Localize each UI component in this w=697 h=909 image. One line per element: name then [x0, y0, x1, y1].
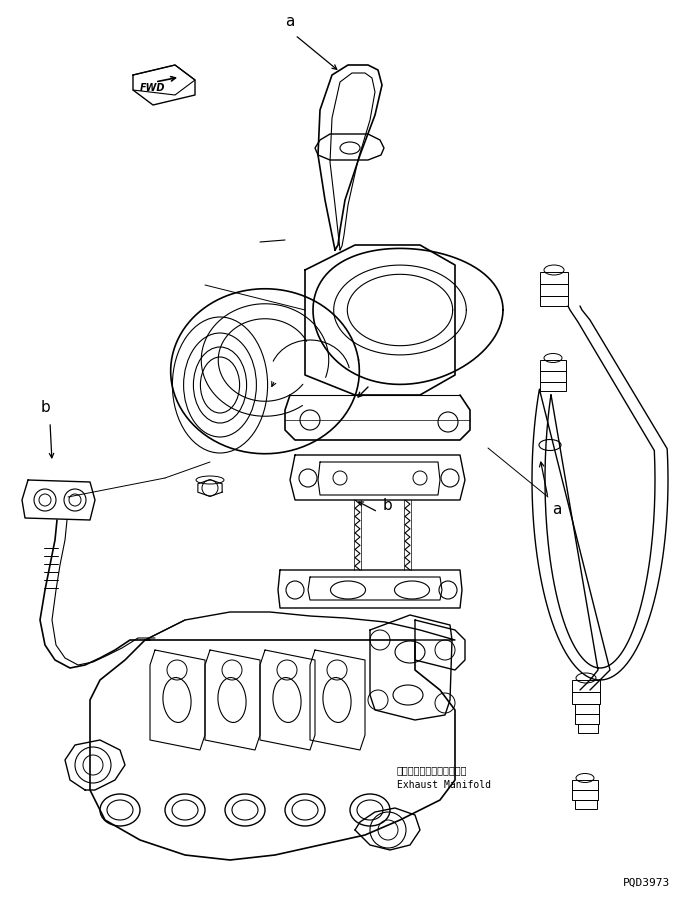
Bar [572, 680, 600, 692]
Bar [540, 296, 568, 306]
Text: b: b [382, 498, 392, 514]
Bar [572, 780, 598, 790]
Text: Exhaust Manifold: Exhaust Manifold [397, 780, 491, 790]
Text: b: b [40, 401, 50, 415]
Text: a: a [552, 503, 562, 517]
Text: a: a [285, 15, 295, 29]
Bar [540, 360, 566, 371]
Text: PQD3973: PQD3973 [622, 878, 670, 888]
Bar [572, 790, 598, 800]
Bar [575, 800, 597, 809]
Bar [575, 714, 599, 724]
Bar [578, 724, 598, 733]
Bar [540, 382, 566, 391]
Text: エキゾーストマニホールド: エキゾーストマニホールド [397, 765, 468, 775]
Bar [572, 692, 600, 704]
Bar [575, 704, 599, 714]
Bar [540, 272, 568, 284]
Bar [540, 371, 566, 382]
Bar [540, 284, 568, 296]
Text: FWD: FWD [140, 83, 166, 93]
